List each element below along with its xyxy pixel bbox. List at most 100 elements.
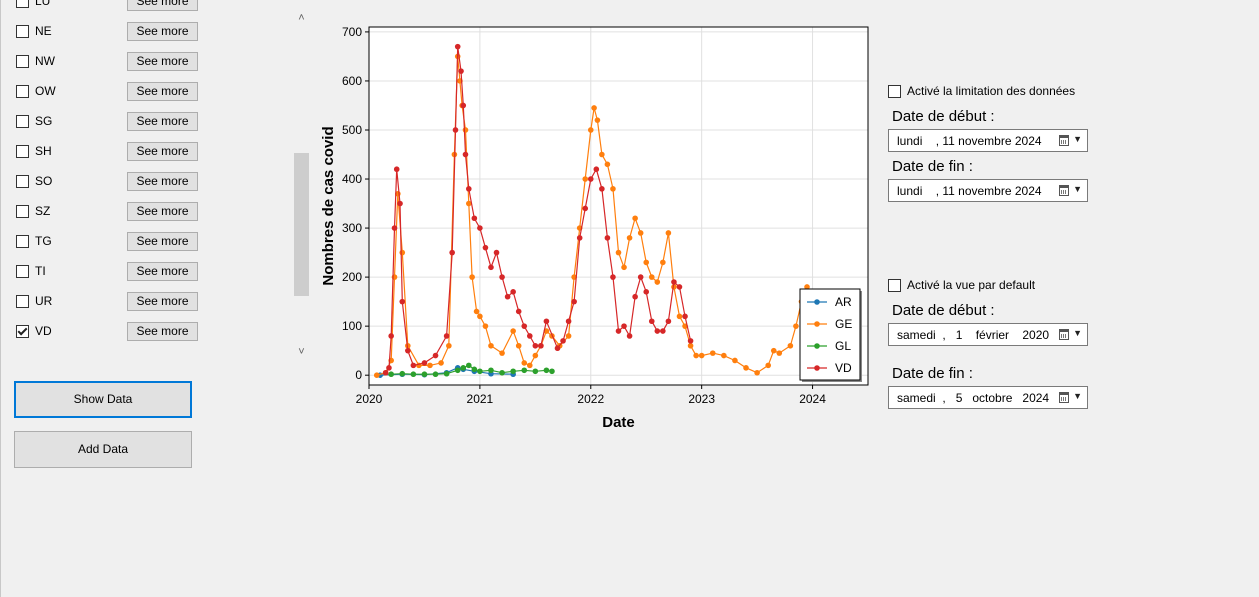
- see-more-button-lu[interactable]: See more: [127, 0, 198, 11]
- chevron-down-icon[interactable]: ▼: [1073, 134, 1082, 144]
- scrollbar-thumb[interactable]: [294, 153, 309, 296]
- data-point-gl: [532, 368, 539, 375]
- see-more-button-vd[interactable]: See more: [127, 322, 198, 341]
- legend-label-gl: GL: [835, 339, 851, 353]
- data-point-ge: [743, 365, 749, 371]
- data-point-vd: [576, 235, 583, 241]
- canton-checkbox-ne[interactable]: [16, 25, 29, 38]
- see-more-button-tg[interactable]: See more: [127, 232, 198, 251]
- canton-checkbox-ti[interactable]: [16, 265, 29, 278]
- calendar-icon: [1059, 185, 1069, 196]
- data-point-ge: [482, 323, 489, 329]
- canton-row: SH See more: [0, 136, 290, 166]
- data-point-vd: [604, 235, 611, 241]
- see-more-button-sz[interactable]: See more: [127, 202, 198, 221]
- legend-marker-ar: [814, 299, 820, 305]
- canton-checkbox-ow[interactable]: [16, 85, 29, 98]
- data-point-ge: [499, 350, 505, 356]
- data-point-ge: [632, 215, 638, 222]
- x-tick-label: 2021: [467, 392, 494, 406]
- canton-checkbox-sg[interactable]: [16, 115, 29, 128]
- canton-label: SG: [35, 114, 53, 128]
- limit-start-date-picker[interactable]: lundi , 11 novembre 2024 ▼: [888, 129, 1088, 152]
- see-more-button-ti[interactable]: See more: [127, 262, 198, 281]
- show-data-button[interactable]: Show Data: [14, 381, 192, 418]
- data-point-vd: [386, 365, 392, 371]
- data-point-ge: [510, 328, 516, 334]
- canton-checkbox-lu[interactable]: [16, 0, 29, 8]
- data-point-gl: [521, 367, 528, 374]
- canton-checkbox-sh[interactable]: [16, 145, 29, 158]
- data-point-vd: [526, 333, 533, 339]
- data-point-ge: [587, 127, 594, 133]
- y-tick-label: 200: [342, 270, 362, 284]
- data-point-ge: [615, 249, 622, 256]
- limit-data-label: Activé la limitation des données: [907, 84, 1076, 98]
- see-more-button-ur[interactable]: See more: [127, 292, 198, 311]
- data-point-gl: [499, 369, 505, 376]
- canton-checkbox-so[interactable]: [16, 175, 29, 188]
- chevron-down-icon[interactable]: ▼: [1073, 328, 1082, 338]
- see-more-button-sg[interactable]: See more: [127, 112, 198, 131]
- canton-row: TG See more: [0, 226, 290, 256]
- data-point-vd: [632, 293, 638, 300]
- limit-data-checkbox[interactable]: [888, 85, 901, 98]
- data-point-vd: [665, 318, 672, 325]
- data-point-vd: [676, 284, 683, 290]
- data-point-ge: [776, 350, 783, 356]
- canton-checkbox-sz[interactable]: [16, 205, 29, 218]
- data-point-vd: [452, 127, 459, 133]
- chevron-up-icon[interactable]: ˄: [298, 12, 305, 24]
- limit-end-date-picker[interactable]: lundi , 11 novembre 2024 ▼: [888, 179, 1088, 202]
- data-point-vd: [521, 323, 528, 329]
- chevron-down-icon[interactable]: ˅: [298, 346, 305, 358]
- canton-label: OW: [35, 84, 56, 98]
- chevron-down-icon[interactable]: ▼: [1073, 391, 1082, 401]
- see-more-button-so[interactable]: See more: [127, 172, 198, 191]
- canton-checkbox-ur[interactable]: [16, 295, 29, 308]
- data-point-vd: [399, 298, 406, 305]
- data-point-vd: [510, 289, 516, 295]
- data-point-vd: [421, 360, 428, 366]
- data-point-vd: [466, 186, 472, 192]
- data-point-ge: [515, 342, 522, 349]
- canton-list-scrollbar[interactable]: ˄ ˅: [293, 0, 310, 365]
- canton-checkbox-vd[interactable]: [16, 325, 29, 338]
- data-point-ge: [599, 151, 605, 158]
- plot-frame: [368, 26, 869, 386]
- data-point-ge: [399, 249, 406, 256]
- data-point-vd: [449, 249, 455, 256]
- data-point-ge: [660, 259, 666, 266]
- data-point-vd: [388, 333, 394, 339]
- canton-label: UR: [35, 294, 53, 308]
- default-start-date-picker[interactable]: samedi , 1 février 2020 ▼: [888, 323, 1088, 346]
- chevron-down-icon[interactable]: ▼: [1073, 184, 1082, 194]
- canton-row: VD See more: [0, 316, 290, 346]
- default-view-checkbox[interactable]: [888, 279, 901, 292]
- data-point-vd: [460, 102, 467, 109]
- canton-label: SZ: [35, 204, 51, 218]
- default-end-date-picker[interactable]: samedi , 5 octobre 2024 ▼: [888, 386, 1088, 409]
- data-point-gl: [388, 371, 394, 378]
- data-point-ge: [637, 230, 644, 236]
- canton-checkbox-tg[interactable]: [16, 235, 29, 248]
- data-point-ge: [754, 369, 760, 376]
- data-point-ge: [765, 362, 771, 369]
- see-more-button-ow[interactable]: See more: [127, 82, 198, 101]
- data-point-ge: [610, 186, 616, 192]
- add-data-button[interactable]: Add Data: [14, 431, 192, 468]
- covid-cases-chart: 0 100 200 300 400 500 600 700 2020 2021 2022 2023 20…: [320, 25, 869, 431]
- y-tick-label: 400: [342, 172, 362, 186]
- data-point-vd: [458, 68, 464, 74]
- data-point-vd: [382, 369, 389, 376]
- data-point-vd: [610, 274, 616, 280]
- data-point-ge: [787, 342, 794, 349]
- see-more-button-ne[interactable]: See more: [127, 22, 198, 41]
- x-tick-label: 2020: [356, 392, 383, 406]
- canton-row: OW See more: [0, 76, 290, 106]
- see-more-button-nw[interactable]: See more: [127, 52, 198, 71]
- data-point-ge: [462, 127, 469, 133]
- see-more-button-sh[interactable]: See more: [127, 142, 198, 161]
- canton-checkbox-nw[interactable]: [16, 55, 29, 68]
- default-end-date-label: Date de fin :: [892, 365, 973, 382]
